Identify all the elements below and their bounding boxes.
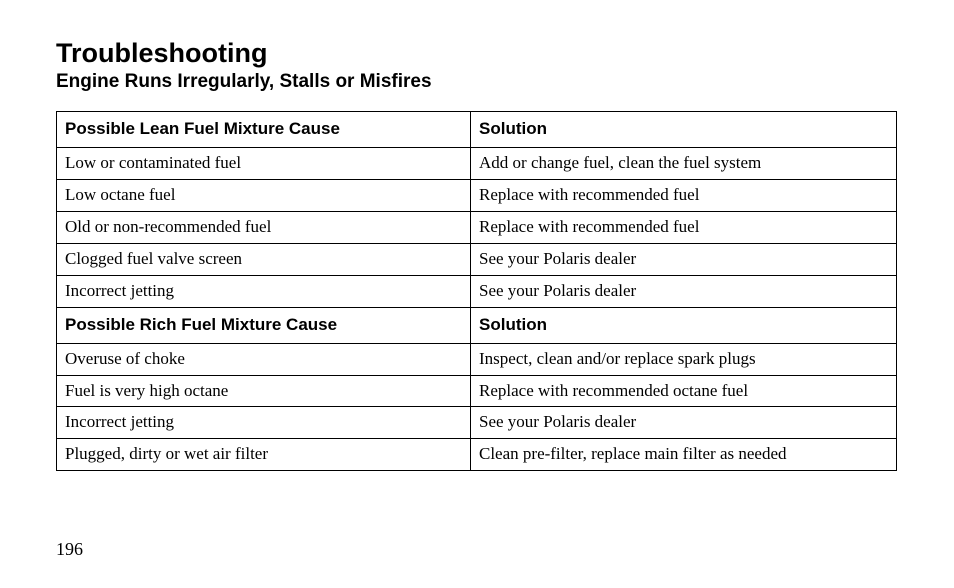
table-row: Overuse of choke Inspect, clean and/or r… [57, 343, 897, 375]
cause-cell: Low or contaminated fuel [57, 147, 471, 179]
table-row: Clogged fuel valve screen See your Polar… [57, 243, 897, 275]
solution-cell: See your Polaris dealer [471, 243, 897, 275]
table-row: Low octane fuel Replace with recommended… [57, 179, 897, 211]
cause-cell: Overuse of choke [57, 343, 471, 375]
solution-cell: Clean pre-filter, replace main filter as… [471, 439, 897, 471]
solution-cell: See your Polaris dealer [471, 275, 897, 307]
header-cause-rich: Possible Rich Fuel Mixture Cause [57, 307, 471, 343]
table-row: Incorrect jetting See your Polaris deale… [57, 407, 897, 439]
page-number: 196 [56, 539, 83, 560]
table-row: Fuel is very high octane Replace with re… [57, 375, 897, 407]
table-header-row: Possible Rich Fuel Mixture Cause Solutio… [57, 307, 897, 343]
cause-cell: Incorrect jetting [57, 407, 471, 439]
solution-cell: Replace with recommended octane fuel [471, 375, 897, 407]
troubleshooting-table: Possible Lean Fuel Mixture Cause Solutio… [56, 111, 897, 471]
cause-cell: Incorrect jetting [57, 275, 471, 307]
page-title: Troubleshooting [56, 38, 898, 69]
table-row: Plugged, dirty or wet air filter Clean p… [57, 439, 897, 471]
table-row: Low or contaminated fuel Add or change f… [57, 147, 897, 179]
table-body: Possible Lean Fuel Mixture Cause Solutio… [57, 112, 897, 471]
page-subtitle: Engine Runs Irregularly, Stalls or Misfi… [56, 71, 898, 93]
cause-cell: Plugged, dirty or wet air filter [57, 439, 471, 471]
header-solution-lean: Solution [471, 112, 897, 148]
table-header-row: Possible Lean Fuel Mixture Cause Solutio… [57, 112, 897, 148]
header-cause-lean: Possible Lean Fuel Mixture Cause [57, 112, 471, 148]
solution-cell: Add or change fuel, clean the fuel syste… [471, 147, 897, 179]
table-row: Old or non-recommended fuel Replace with… [57, 211, 897, 243]
solution-cell: Replace with recommended fuel [471, 211, 897, 243]
header-solution-rich: Solution [471, 307, 897, 343]
cause-cell: Old or non-recommended fuel [57, 211, 471, 243]
solution-cell: Inspect, clean and/or replace spark plug… [471, 343, 897, 375]
solution-cell: Replace with recommended fuel [471, 179, 897, 211]
cause-cell: Fuel is very high octane [57, 375, 471, 407]
cause-cell: Clogged fuel valve screen [57, 243, 471, 275]
document-page: Troubleshooting Engine Runs Irregularly,… [0, 0, 954, 588]
table-row: Incorrect jetting See your Polaris deale… [57, 275, 897, 307]
cause-cell: Low octane fuel [57, 179, 471, 211]
solution-cell: See your Polaris dealer [471, 407, 897, 439]
